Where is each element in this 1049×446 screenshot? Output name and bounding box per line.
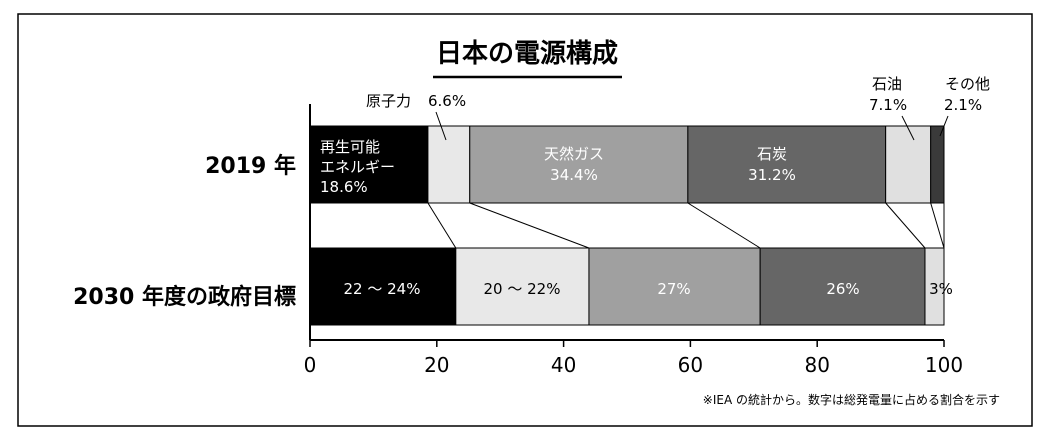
nuclear-callout-line [435,111,447,141]
bars-layer [309,125,945,326]
label-gas-2019-name: 天然ガス [544,145,604,163]
connectors-layer [427,202,945,249]
bar-oil-2030 [924,247,945,326]
bar-oil-2019 [885,125,932,204]
chart-border [17,13,1033,427]
label-oil-2030: 3% [929,280,953,298]
connector-line [885,202,926,249]
x-tick-label: 60 [678,353,703,377]
source-note: ※IEA の統計から。数字は総発電量に占める割合を示す [703,392,1000,407]
label-coal-2019-pct: 31.2% [748,166,796,184]
x-tick-label: 0 [304,353,317,377]
label-renewable-2019-pct: 18.6% [320,178,368,196]
x-axis: 0 20 40 60 80 100 [304,104,963,377]
connector-line [427,202,457,249]
oil-callout-line [901,115,915,141]
connector-line [687,202,761,249]
label-renewable-2030: 22 ～ 24% [344,280,421,298]
connector-line [469,202,590,249]
bar-gas-2019 [469,125,689,204]
x-tick-label: 100 [925,353,963,377]
bar-renewable-2019 [309,125,429,204]
label-gas-2030: 27% [657,280,690,298]
label-other-2019-pct: 2.1% [944,96,982,114]
label-renewable-2019-line2: エネルギー [320,158,395,176]
label-oil-2019-pct: 7.1% [869,96,907,114]
x-tick-label: 20 [424,353,449,377]
bar-gas-2030 [588,247,761,326]
row-label-2030: 2030 年度の政府目標 [73,284,296,310]
chart-title: 日本の電源構成 [436,39,618,69]
x-tick-label: 40 [551,353,576,377]
label-oil-2019-name: 石油 [872,75,902,93]
label-renewable-2019-line1: 再生可能 [320,138,380,156]
row-label-2019: 2019 年 [205,153,296,179]
other-callout-line [939,115,949,137]
label-coal-2019-name: 石炭 [757,145,787,163]
label-nuclear-2019-pct: 6.6% [428,92,466,110]
bar-coal-2030 [759,247,926,326]
bar-coal-2019 [687,125,887,204]
connector-line [930,202,945,249]
x-tick-label: 80 [804,353,829,377]
bar-other-2019 [930,125,945,204]
label-other-2019-name: その他 [945,75,990,93]
bar-nuclear-2019 [427,125,471,204]
label-coal-2030: 26% [826,280,859,298]
label-nuclear-2030: 20 ～ 22% [484,280,561,298]
label-gas-2019-pct: 34.4% [550,166,598,184]
label-nuclear-2019-name: 原子力 [366,92,411,110]
